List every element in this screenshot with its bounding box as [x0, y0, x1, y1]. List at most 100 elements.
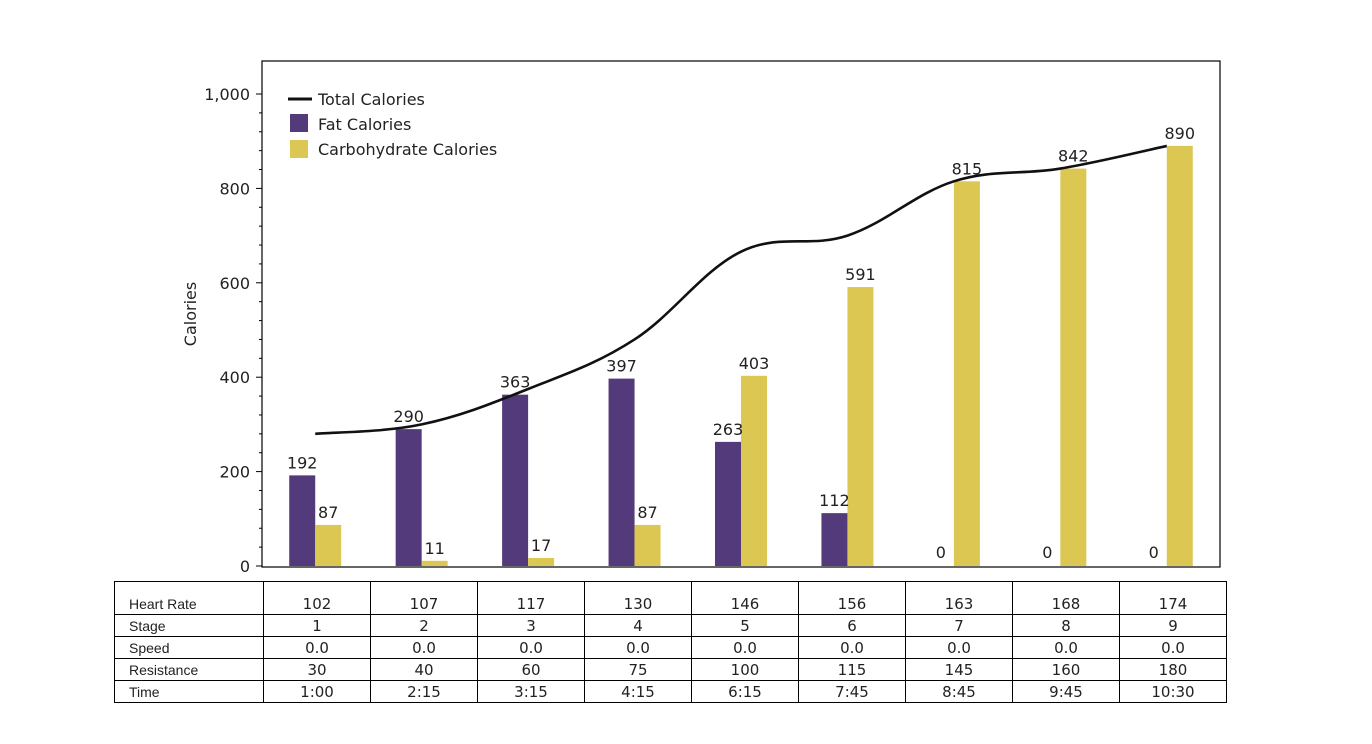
- fat-bar-label: 0: [936, 543, 946, 562]
- fat-bar: [821, 513, 848, 566]
- stage-data-table: Heart Rate 102 107 117 130 146 156 163 168 174 Sta…: [114, 581, 1227, 703]
- y-tick-label: 0: [240, 557, 250, 576]
- legend-fat-label: Fat Calories: [318, 115, 411, 134]
- table-cell: 60: [477, 658, 585, 681]
- y-tick-label: 800: [219, 179, 250, 198]
- table-cell: 0.0: [477, 636, 585, 659]
- table-row-label: Stage: [114, 614, 264, 637]
- carb-bar: [847, 287, 874, 566]
- table-cell: 102: [263, 581, 371, 615]
- table-cell: 2:15: [370, 680, 478, 703]
- carb-bar-label: 11: [424, 539, 444, 558]
- table-cell: 0.0: [263, 636, 371, 659]
- table-cell: 40: [370, 658, 478, 681]
- table-cell: 8: [1012, 614, 1120, 637]
- table-cell: 7: [905, 614, 1013, 637]
- fat-bar: [502, 394, 529, 566]
- carb-bar-label: 591: [845, 265, 876, 284]
- table-cell: 0.0: [905, 636, 1013, 659]
- fat-bar-label: 263: [713, 420, 744, 439]
- carb-bar-label: 842: [1058, 147, 1089, 166]
- y-axis-label: Calories: [181, 282, 200, 346]
- table-cell: 174: [1119, 581, 1227, 615]
- table-cell: 4: [584, 614, 692, 637]
- table-cell: 117: [477, 581, 585, 615]
- table-cell: 0.0: [1012, 636, 1120, 659]
- legend-total-label: Total Calories: [317, 90, 425, 109]
- table-row: Time 1:00 2:15 3:15 4:15 6:15 7:45 8:45 9:45 10:3…: [114, 680, 1227, 703]
- y-tick-label: 200: [219, 463, 250, 482]
- table-cell: 6: [798, 614, 906, 637]
- table-cell: 115: [798, 658, 906, 681]
- table-cell: 107: [370, 581, 478, 615]
- table-cell: 0.0: [1119, 636, 1227, 659]
- table-cell: 0.0: [584, 636, 692, 659]
- fat-bar-label: 397: [606, 357, 637, 376]
- fat-bar: [395, 429, 422, 566]
- table-cell: 0.0: [370, 636, 478, 659]
- table-cell: 30: [263, 658, 371, 681]
- table-row-label: Speed: [114, 636, 264, 659]
- carb-bar-label: 890: [1165, 124, 1196, 143]
- table-cell: 4:15: [584, 680, 692, 703]
- carb-bar: [421, 560, 448, 566]
- table-cell: 5: [691, 614, 799, 637]
- table-cell: 10:30: [1119, 680, 1227, 703]
- table-cell: 145: [905, 658, 1013, 681]
- table-cell: 156: [798, 581, 906, 615]
- table-cell: 6:15: [691, 680, 799, 703]
- total-calories-line: [315, 144, 1168, 436]
- carb-bar-label: 87: [318, 503, 338, 522]
- fat-bar-label: 0: [1149, 543, 1159, 562]
- carb-bar-label: 87: [637, 503, 657, 522]
- table-cell: 163: [905, 581, 1013, 615]
- table-cell: 180: [1119, 658, 1227, 681]
- table-cell: 0.0: [691, 636, 799, 659]
- fat-bar: [715, 441, 741, 566]
- table-cell: 8:45: [905, 680, 1013, 703]
- table-row: Resistance 30 40 60 75 100 115 145 160 180: [114, 658, 1227, 681]
- table-row: Stage 1 2 3 4 5 6 7 8 9: [114, 614, 1227, 637]
- carb-bar: [528, 557, 555, 566]
- carb-bar-label: 17: [531, 536, 551, 555]
- carb-bar: [1166, 145, 1193, 567]
- legend-carb-label: Carbohydrate Calories: [318, 140, 497, 159]
- carb-bar: [634, 524, 661, 566]
- table-row-label: Resistance: [114, 658, 264, 681]
- table-cell: 3: [477, 614, 585, 637]
- fat-bar: [608, 378, 635, 566]
- fat-bar-label: 290: [393, 407, 424, 426]
- y-tick-label: 400: [219, 368, 250, 387]
- fat-bar-label: 363: [500, 373, 531, 392]
- carb-bar: [953, 181, 980, 566]
- table-row-label: Heart Rate: [114, 581, 264, 615]
- fat-bar: [289, 475, 316, 566]
- fat-bar-label: 0: [1042, 543, 1052, 562]
- table-cell: 100: [691, 658, 799, 681]
- carb-bar: [315, 524, 342, 566]
- table-cell: 9: [1119, 614, 1227, 637]
- table-cell: 146: [691, 581, 799, 615]
- table-cell: 160: [1012, 658, 1120, 681]
- fat-bar-label: 112: [819, 491, 850, 510]
- legend-fat-swatch: [290, 114, 308, 132]
- table-cell: 3:15: [477, 680, 585, 703]
- legend-carb-swatch: [290, 140, 308, 158]
- table-cell: 0.0: [798, 636, 906, 659]
- table-cell: 1: [263, 614, 371, 637]
- carb-bar-label: 403: [739, 354, 770, 373]
- carb-bar-label: 815: [952, 159, 983, 178]
- table-row: Heart Rate 102 107 117 130 146 156 163 168 174: [114, 581, 1227, 615]
- table-cell: 130: [584, 581, 692, 615]
- table-row-label: Time: [114, 680, 264, 703]
- table-cell: 2: [370, 614, 478, 637]
- carb-bar: [1060, 168, 1087, 567]
- table-cell: 9:45: [1012, 680, 1120, 703]
- plot-frame: [261, 60, 1221, 568]
- table-row: Speed 0.0 0.0 0.0 0.0 0.0 0.0 0.0 0.0 0.0: [114, 636, 1227, 659]
- table-cell: 7:45: [798, 680, 906, 703]
- y-tick-label: 600: [219, 274, 250, 293]
- table-cell: 168: [1012, 581, 1120, 615]
- carb-bar: [741, 375, 767, 566]
